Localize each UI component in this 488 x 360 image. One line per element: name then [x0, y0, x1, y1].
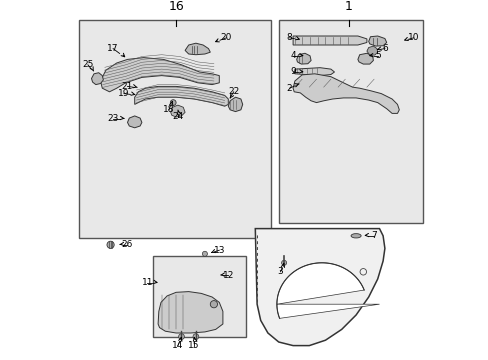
- Text: 2: 2: [286, 84, 292, 93]
- Polygon shape: [170, 105, 185, 117]
- Circle shape: [178, 334, 184, 339]
- Text: 9: 9: [290, 68, 295, 77]
- Text: 12: 12: [222, 271, 234, 280]
- Text: 18: 18: [163, 105, 174, 114]
- Polygon shape: [292, 74, 399, 113]
- Text: 22: 22: [227, 87, 239, 96]
- Text: 16: 16: [168, 0, 183, 13]
- Text: 14: 14: [172, 341, 183, 350]
- Polygon shape: [366, 46, 377, 55]
- Circle shape: [281, 260, 286, 265]
- Polygon shape: [357, 53, 373, 64]
- Text: 26: 26: [122, 240, 133, 249]
- Polygon shape: [101, 58, 219, 92]
- Polygon shape: [294, 68, 334, 76]
- Text: 6: 6: [381, 44, 387, 53]
- Text: 17: 17: [107, 44, 119, 53]
- Circle shape: [170, 100, 176, 105]
- Polygon shape: [228, 97, 242, 112]
- Circle shape: [107, 241, 114, 248]
- Text: 1: 1: [344, 0, 352, 13]
- Text: 10: 10: [407, 33, 419, 42]
- Polygon shape: [134, 86, 228, 106]
- Text: 21: 21: [122, 82, 133, 91]
- Circle shape: [202, 251, 207, 256]
- Text: 13: 13: [213, 246, 224, 255]
- Text: 20: 20: [221, 33, 232, 42]
- Text: 25: 25: [82, 60, 93, 69]
- Polygon shape: [91, 73, 103, 85]
- Bar: [152, 256, 246, 337]
- Polygon shape: [158, 292, 223, 333]
- Text: 15: 15: [188, 341, 200, 350]
- Polygon shape: [185, 43, 210, 55]
- Polygon shape: [127, 116, 142, 128]
- Bar: [79, 20, 271, 238]
- Bar: [278, 20, 422, 223]
- Polygon shape: [296, 53, 310, 64]
- Text: 24: 24: [172, 112, 183, 121]
- Circle shape: [193, 334, 199, 339]
- Text: 23: 23: [107, 114, 119, 123]
- Polygon shape: [276, 263, 379, 318]
- Text: 11: 11: [141, 278, 153, 287]
- Text: 5: 5: [374, 51, 380, 60]
- Text: 7: 7: [370, 231, 376, 240]
- Ellipse shape: [350, 234, 361, 238]
- Polygon shape: [292, 36, 366, 45]
- Polygon shape: [255, 229, 384, 346]
- Text: 3: 3: [277, 267, 283, 276]
- Text: 19: 19: [118, 89, 129, 98]
- Text: 4: 4: [290, 51, 295, 60]
- Text: 8: 8: [286, 33, 292, 42]
- Circle shape: [210, 301, 217, 308]
- Polygon shape: [368, 36, 386, 46]
